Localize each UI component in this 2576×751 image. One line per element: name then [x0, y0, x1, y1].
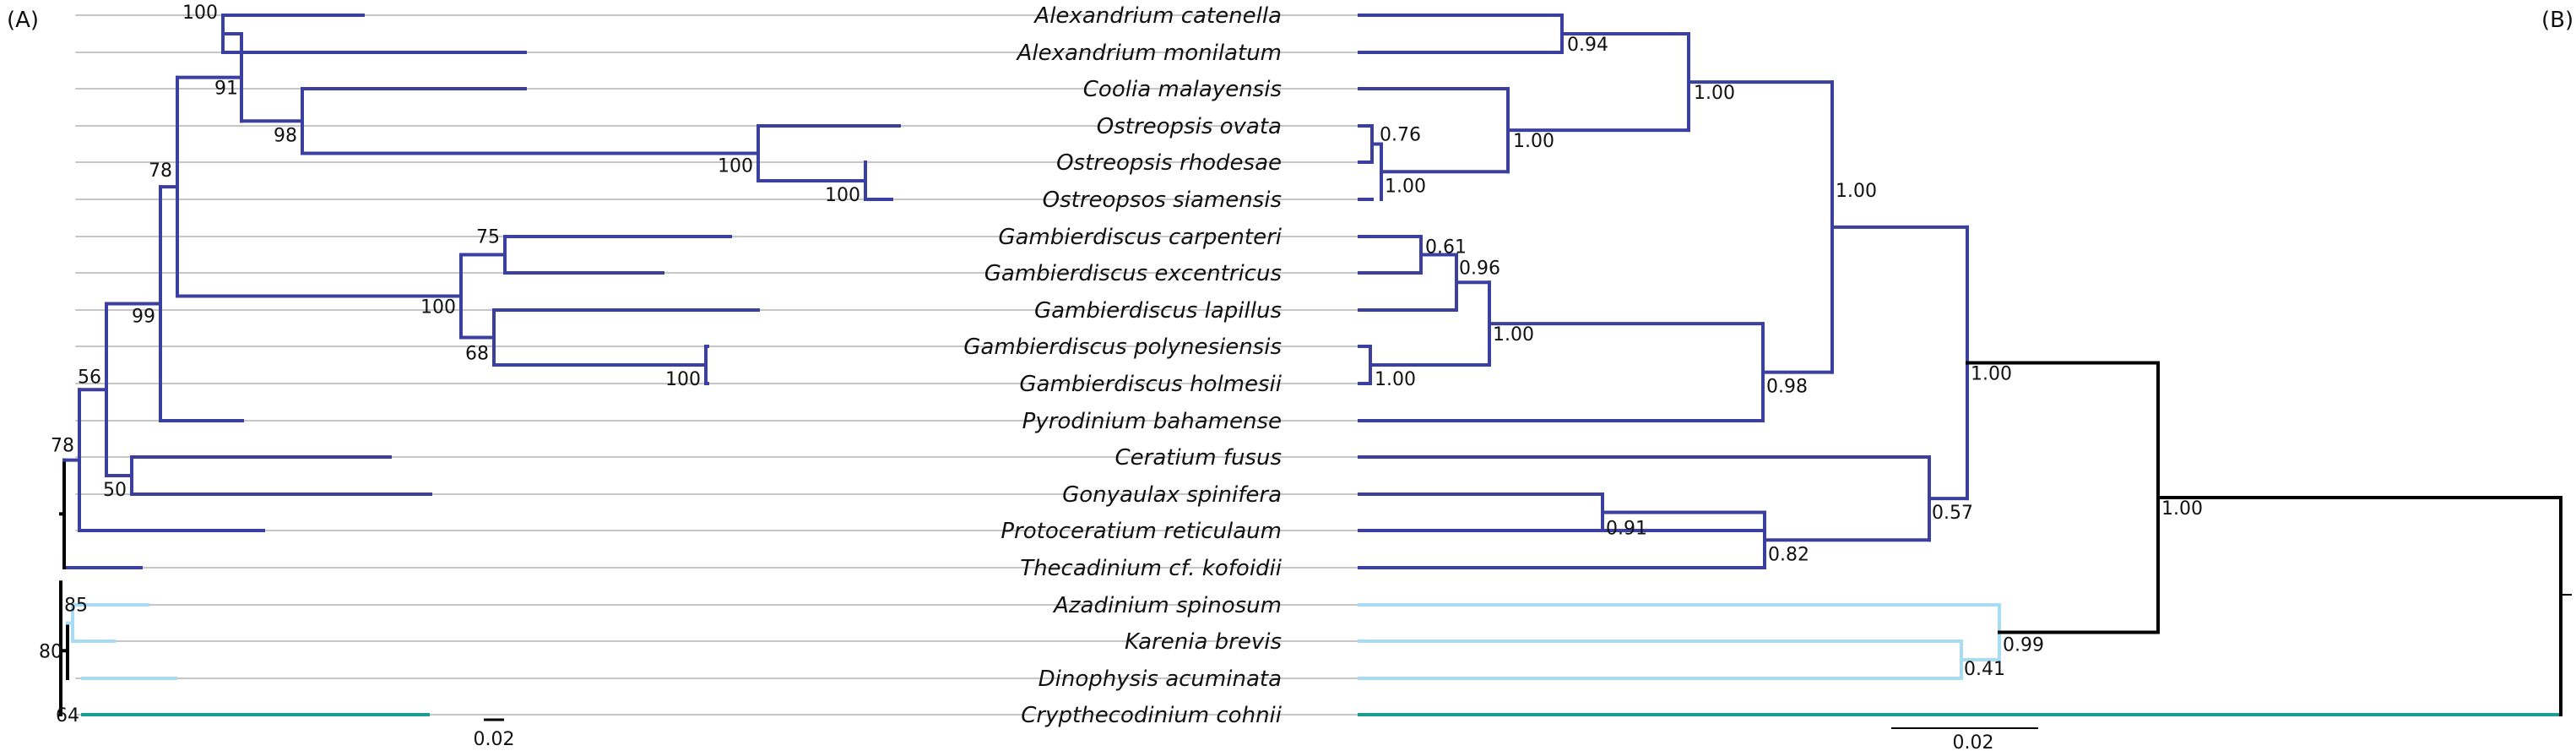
support-a-gambierdiscus: 100	[420, 297, 456, 318]
taxon-label: Ceratium fusus	[1115, 445, 1282, 471]
taxon-label: Alexandrium catenella	[1033, 3, 1282, 29]
support-a-alexandrium: 100	[182, 3, 218, 24]
support-a-root: 64	[56, 705, 79, 727]
taxon-label: Gambierdiscus lapillus	[1034, 298, 1282, 324]
support-b-gambierdiscus: 1.00	[1493, 324, 1534, 346]
taxon-label: Gonyaulax spinifera	[1062, 482, 1282, 508]
taxon-label: Alexandrium monilatum	[1016, 41, 1282, 66]
support-a-with-pyrodinium: 99	[132, 307, 155, 328]
taxon-label: Thecadinium cf. kofoidii	[1020, 556, 1283, 581]
taxon-label: Gambierdiscus polynesiensis	[963, 335, 1282, 360]
support-b-coolia-ostreopsis: 1.00	[1513, 131, 1554, 152]
support-a-gamb-pol-hol: 100	[665, 369, 701, 390]
taxon-label: Ostreopsis ovata	[1097, 114, 1282, 139]
support-b-ceratium-group: 0.57	[1932, 503, 1973, 524]
scale-bar-b-label: 0.02	[1953, 732, 1994, 751]
support-a-gamb-lap-pol-hol: 68	[465, 344, 489, 365]
support-b-ingroup: 1.00	[2161, 498, 2203, 520]
support-b-gamb-pyrodinium: 0.98	[1766, 377, 1808, 398]
support-b-alexandrium: 0.94	[1567, 35, 1608, 56]
support-b-gamb-carp-exc-lap: 0.96	[1459, 258, 1500, 279]
support-a-ostreopsis-rhodesae-siamensis: 100	[825, 185, 860, 206]
support-a-with-dinophysis: 80	[39, 641, 62, 662]
support-a-coolia-ostreopsis: 98	[274, 125, 297, 146]
support-b-with-azadinium: 0.99	[2003, 635, 2044, 656]
taxon-label: Pyrodinium bahamense	[1022, 409, 1282, 434]
support-b-alex-coolia-ostreopsis: 1.00	[1694, 83, 1735, 104]
taxon-label: Gambierdiscus carpenteri	[998, 225, 1282, 250]
panel-label-a: (A)	[7, 8, 39, 33]
taxon-label: Crypthecodinium cohnii	[1021, 703, 1282, 728]
support-a-with-protoceratium: 78	[51, 436, 74, 457]
taxon-label: Karenia brevis	[1125, 629, 1282, 655]
taxon-label: Coolia malayensis	[1083, 77, 1282, 102]
support-a-ceratium-gonyaulax: 50	[103, 480, 127, 501]
taxon-label: Ostreopsos siamensis	[1043, 188, 1282, 213]
taxon-label: Protoceratium reticulaum	[1001, 519, 1282, 544]
support-b-with-thecadinium: 0.82	[1768, 544, 1809, 565]
panel-label-b: (B)	[2541, 8, 2573, 33]
support-a-gonyaulacales-main: 78	[149, 161, 172, 182]
taxon-labels: Alexandrium catenella Alexandrium monilat…	[963, 3, 1283, 728]
tree-a: 100 91 98 100 100 78 75 100 68 100 99 56 50 78 85 80 64	[39, 3, 901, 727]
taxon-label: Azadinium spinosum	[1052, 593, 1282, 618]
support-b-gamb-carp-exc: 0.61	[1425, 237, 1467, 258]
support-b-dinoflagellate-main: 1.00	[1971, 363, 2012, 384]
support-a-alex-coolia-ostreopsis: 91	[214, 79, 238, 100]
scale-bar-a-label: 0.02	[474, 729, 515, 750]
support-b-ostreopsis-ovata-rhodesae: 0.76	[1380, 125, 1421, 146]
support-a-azadinium-karenia: 85	[64, 596, 88, 617]
support-a-ostreopsis: 100	[718, 156, 753, 177]
support-b-gonyaulax-protoceratium: 0.91	[1606, 519, 1647, 540]
taxon-label: Dinophysis acuminata	[1039, 667, 1282, 692]
support-b-karenia-dinophysis: 0.41	[1964, 659, 2005, 680]
support-b-upper-clade: 1.00	[1836, 181, 1877, 202]
taxon-label: Gambierdiscus holmesii	[1019, 372, 1282, 397]
leader-lines	[75, 14, 1359, 716]
support-a-with-ceratium: 56	[78, 367, 101, 388]
taxon-label: Gambierdiscus excentricus	[984, 261, 1282, 286]
support-b-ostreopsis: 1.00	[1385, 176, 1426, 197]
tree-b: 0.94 1.00 0.76 1.00 1.00 0.610.96 1.00 1.00 0.98…	[1358, 14, 2562, 716]
taxon-label: Ostreopsis rhodesae	[1056, 150, 1282, 176]
support-b-gamb-pol-hol: 1.00	[1375, 369, 1416, 390]
support-a-gamb-carp-exc: 75	[476, 227, 500, 248]
